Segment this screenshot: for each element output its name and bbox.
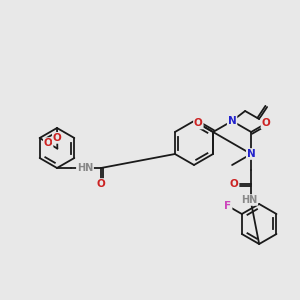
Text: O: O [44, 138, 52, 148]
Text: O: O [262, 118, 270, 128]
Text: N: N [228, 116, 236, 126]
Text: O: O [194, 118, 203, 128]
Text: HN: HN [241, 195, 257, 205]
Text: HN: HN [77, 163, 93, 173]
Text: F: F [224, 201, 232, 211]
Text: N: N [247, 149, 256, 159]
Text: O: O [230, 179, 239, 189]
Text: O: O [97, 179, 105, 189]
Text: O: O [53, 133, 62, 143]
